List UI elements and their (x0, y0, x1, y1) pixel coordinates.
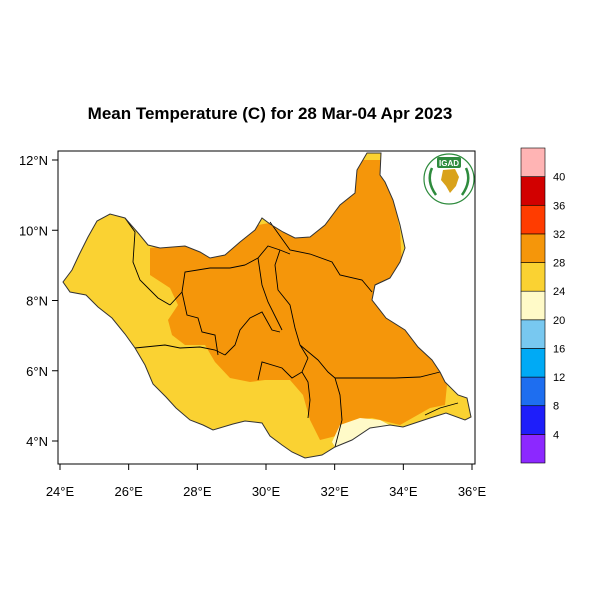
colorbar-label: 12 (553, 372, 565, 384)
x-tick-label: 32°E (320, 484, 349, 499)
colorbar-box (520, 319, 546, 349)
y-tick-label: 4°N (26, 434, 48, 449)
colorbar-box (520, 204, 546, 235)
colorbar-box (520, 290, 546, 321)
temperature-fill (63, 153, 471, 458)
x-tick-label: 28°E (183, 484, 212, 499)
y-tick-label: 8°N (26, 294, 48, 309)
y-tick-label: 10°N (19, 223, 48, 238)
y-axis: 4°N 6°N 8°N 10°N 12°N (19, 153, 58, 449)
colorbar-box (520, 233, 546, 263)
colorbar-box (520, 405, 546, 435)
y-tick-label: 12°N (19, 153, 48, 168)
igad-logo: IGAD (423, 153, 475, 205)
colorbar-box (520, 147, 546, 177)
colorbar-label: 4 (553, 429, 559, 441)
laurel-left-icon (428, 167, 438, 196)
country-outline (62, 152, 472, 459)
colorbar-label: 36 (553, 200, 565, 212)
colorbar-box (520, 348, 546, 378)
temp-zone-16-20 (361, 439, 369, 445)
map-title: Mean Temperature (C) for 28 Mar-04 Apr 2… (87, 104, 453, 123)
colorbar-box (520, 376, 546, 407)
colorbar-label: 20 (553, 315, 565, 327)
x-tick-label: 36°E (458, 484, 487, 499)
colorbar-label: 32 (553, 229, 565, 241)
colorbar-label: 16 (553, 343, 565, 355)
temp-zone-24-28-east (450, 395, 470, 415)
logo-text: IGAD (439, 159, 459, 168)
colorbar: 4 8 12 16 20 24 28 32 36 40 (520, 147, 565, 464)
state-boundaries (124, 217, 459, 448)
colorbar-label: 24 (553, 286, 565, 298)
laurel-right-icon (460, 167, 470, 196)
x-tick-label: 34°E (389, 484, 418, 499)
colorbar-label: 28 (553, 258, 565, 270)
colorbar-box (520, 262, 546, 292)
colorbar-label: 40 (553, 172, 565, 184)
x-tick-label: 24°E (46, 484, 75, 499)
colorbar-box (520, 176, 546, 206)
africa-map-icon (441, 169, 459, 193)
colorbar-label: 8 (553, 401, 559, 413)
x-axis: 24°E 26°E 28°E 30°E 32°E 34°E 36°E (46, 464, 487, 499)
y-tick-label: 6°N (26, 364, 48, 379)
colorbar-box (520, 434, 546, 464)
x-tick-label: 30°E (252, 484, 281, 499)
x-tick-label: 26°E (114, 484, 143, 499)
temp-zone-28-32 (150, 160, 447, 440)
